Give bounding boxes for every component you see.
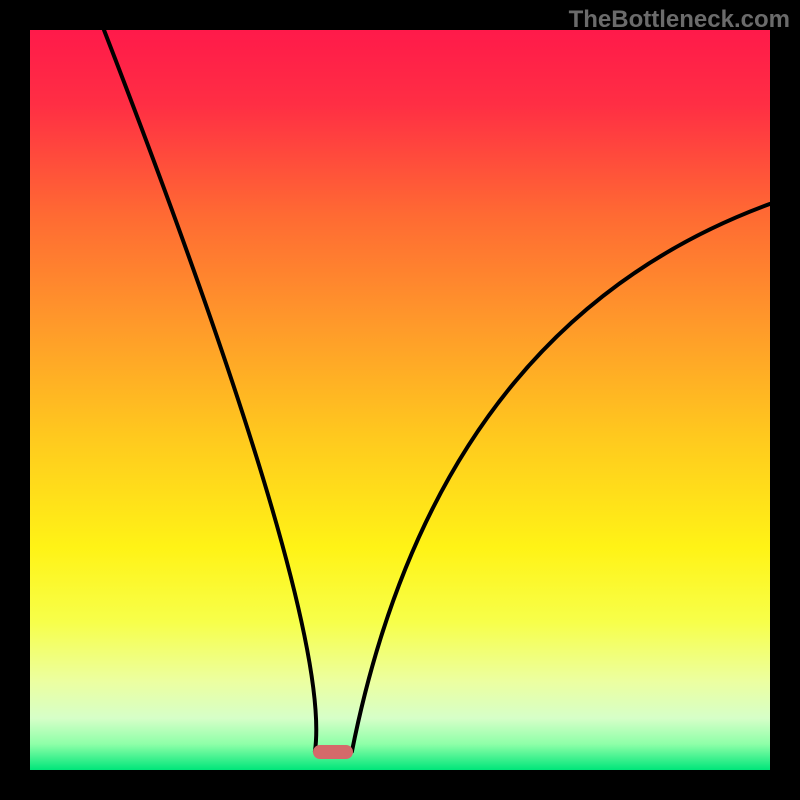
gradient-background xyxy=(30,30,770,770)
chart-container: { "watermark": { "text": "TheBottleneck.… xyxy=(0,0,800,800)
watermark-text: TheBottleneck.com xyxy=(569,6,790,34)
plot-area xyxy=(30,30,770,770)
optimal-marker xyxy=(313,745,353,759)
